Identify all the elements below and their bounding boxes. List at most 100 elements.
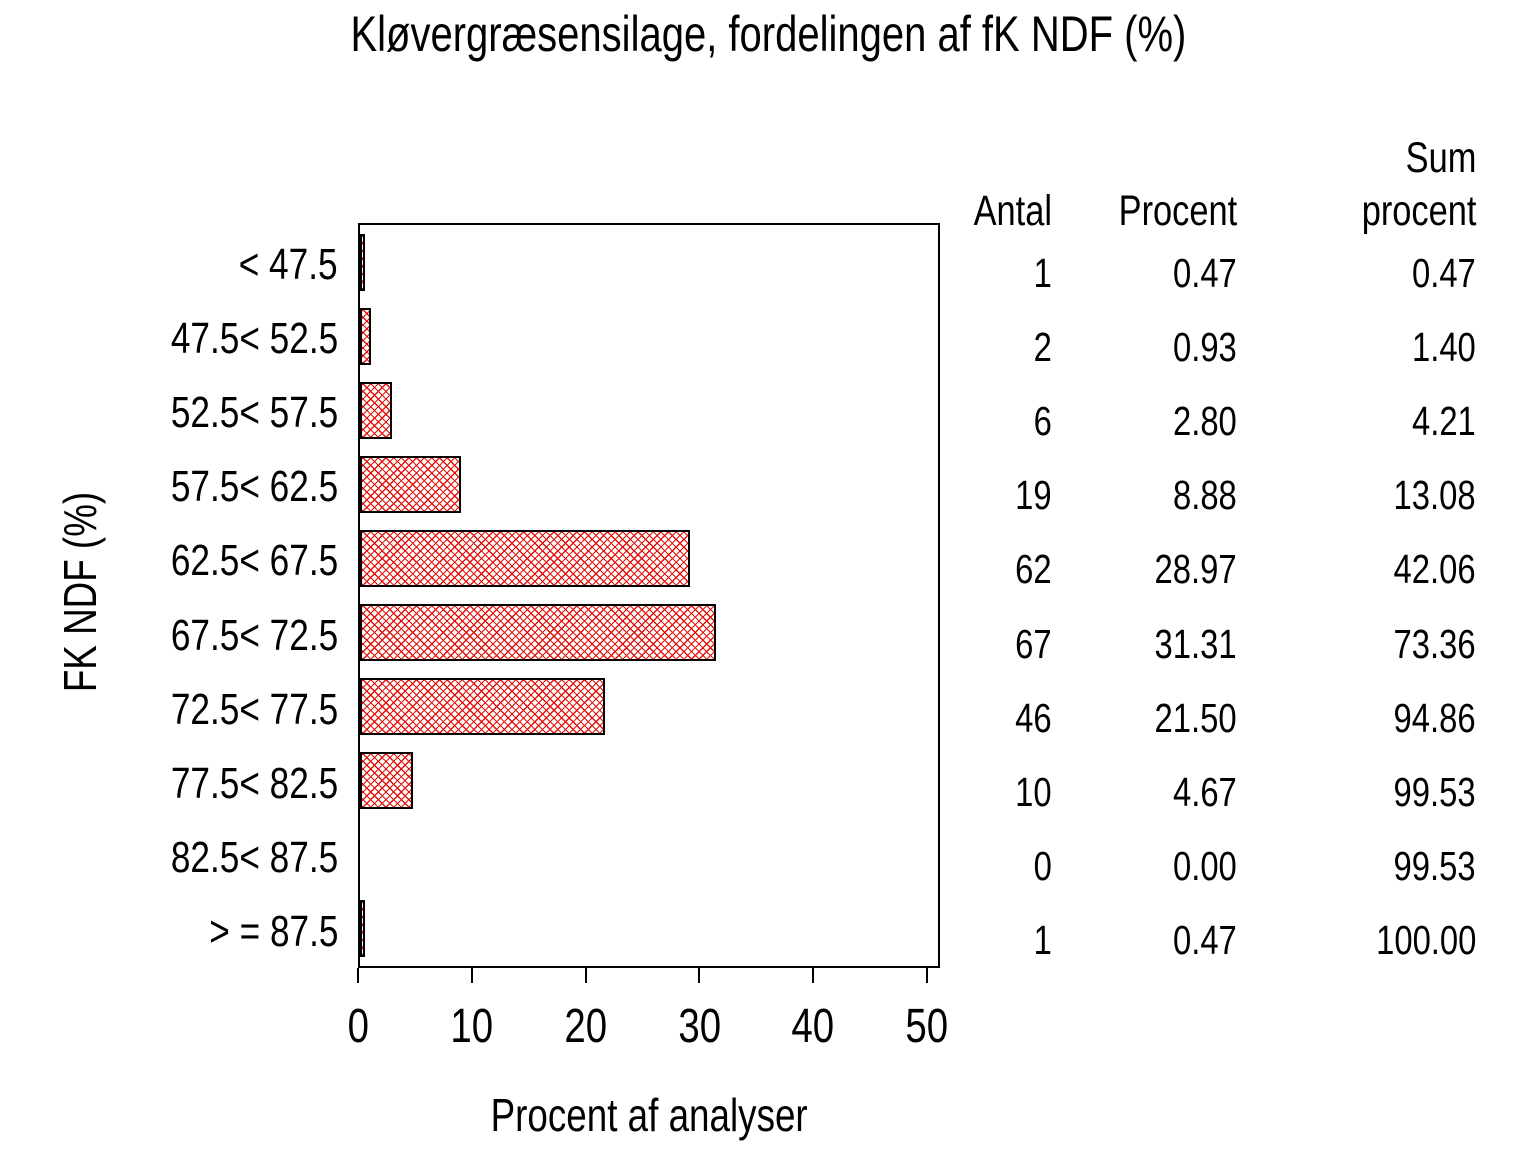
antal-cell-text: 10 (1015, 768, 1052, 815)
procent-cell-text: 0.00 (1173, 842, 1237, 889)
category-label-text: 82.5< 87.5 (170, 832, 338, 882)
category-label-text: 62.5< 67.5 (170, 536, 338, 586)
category-label-3: 57.5< 62.5 (0, 458, 338, 515)
antal-cell: 19 (950, 467, 1052, 524)
procent-cell-text: 21.50 (1154, 694, 1237, 741)
x-tick-mark-0 (357, 968, 359, 983)
header-spacer-1 (950, 132, 1052, 184)
sum-procent-cell-text: 13.08 (1393, 472, 1476, 519)
chart-title: Kløvergræsensilage, fordelingen af fK ND… (0, 6, 1536, 62)
header-sum-line1: Sum (1237, 132, 1476, 184)
procent-cell-text: 28.97 (1154, 546, 1237, 593)
category-label-2: 52.5< 57.5 (0, 384, 338, 441)
table-row-6: 46 21.50 94.86 (950, 690, 1476, 747)
antal-cell-text: 2 (1033, 324, 1052, 371)
procent-cell: 31.31 (1052, 616, 1237, 673)
bar-< 47.5 (360, 233, 366, 291)
sum-procent-cell-text: 99.53 (1393, 768, 1476, 815)
antal-cell-text: 19 (1015, 472, 1052, 519)
x-tick-label-50: 50 (867, 999, 987, 1055)
x-tick-mark-50 (926, 968, 928, 983)
antal-cell-text: 46 (1015, 694, 1052, 741)
chart-title-text: Kløvergræsensilage, fordelingen af fK ND… (350, 6, 1186, 62)
antal-cell: 1 (950, 912, 1052, 969)
category-label-text: 52.5< 57.5 (170, 388, 338, 438)
antal-cell: 67 (950, 616, 1052, 673)
bar-47.5< 52.5 (360, 307, 371, 365)
x-tick-mark-10 (470, 968, 473, 983)
table-row-8: 0 0.00 99.53 (950, 838, 1476, 895)
antal-cell-text: 6 (1033, 398, 1052, 445)
x-tick-label-text: 20 (564, 1000, 607, 1053)
procent-cell: 8.88 (1052, 467, 1237, 524)
procent-cell-text: 2.80 (1173, 398, 1237, 445)
antal-cell: 6 (950, 393, 1052, 450)
antal-cell: 62 (950, 541, 1052, 598)
x-tick-label-10: 10 (412, 999, 532, 1055)
category-label-text: 57.5< 62.5 (170, 462, 338, 512)
category-label-text: 72.5< 77.5 (170, 684, 338, 734)
sum-procent-cell-text: 42.06 (1393, 546, 1476, 593)
sum-procent-cell: 1.40 (1237, 319, 1476, 376)
procent-cell: 4.67 (1052, 764, 1237, 821)
category-label-text: < 47.5 (239, 240, 338, 289)
category-label-text: > = 87.5 (208, 906, 338, 956)
table-header-line1: Sum (950, 132, 1476, 184)
x-tick-label-text: 40 (791, 1000, 835, 1053)
antal-cell-text: 0 (1033, 842, 1052, 889)
category-label-text: 47.5< 52.5 (170, 314, 338, 364)
header-antal-text: Antal (973, 187, 1052, 235)
sum-procent-cell: 0.47 (1237, 245, 1476, 302)
plot-area (358, 223, 940, 968)
antal-cell: 0 (950, 838, 1052, 895)
header-procent-text: Procent (1118, 187, 1237, 235)
procent-cell: 2.80 (1052, 393, 1237, 450)
bar-72.5< 77.5 (360, 678, 605, 736)
antal-cell: 2 (950, 319, 1052, 376)
category-label-8: 82.5< 87.5 (0, 829, 338, 886)
x-tick-label-0: 0 (298, 999, 418, 1055)
header-spacer-2 (1052, 132, 1237, 184)
sum-procent-cell-text: 99.53 (1393, 842, 1476, 889)
category-label-0: < 47.5 (0, 236, 338, 293)
x-tick-label-30: 30 (639, 999, 759, 1055)
bar-62.5< 67.5 (360, 529, 690, 587)
antal-cell: 46 (950, 690, 1052, 747)
sum-procent-cell: 100.00 (1237, 912, 1476, 969)
procent-cell: 0.93 (1052, 319, 1237, 376)
table-row-9: 1 0.47 100.00 (950, 912, 1476, 969)
sum-procent-cell: 42.06 (1237, 541, 1476, 598)
bar-77.5< 82.5 (360, 752, 414, 810)
table-row-3: 19 8.88 13.08 (950, 467, 1476, 524)
x-tick-label-20: 20 (526, 999, 646, 1055)
sum-procent-cell-text: 1.40 (1412, 324, 1476, 371)
sum-procent-cell-text: 4.21 (1412, 398, 1476, 445)
x-tick-label-text: 30 (678, 1000, 721, 1053)
category-label-text: 67.5< 72.5 (170, 610, 338, 660)
header-sum-line1-text: Sum (1405, 134, 1476, 182)
x-tick-mark-30 (698, 968, 701, 983)
procent-cell: 0.00 (1052, 838, 1237, 895)
x-tick-label-text: 10 (450, 1000, 494, 1053)
sum-procent-cell: 13.08 (1237, 467, 1476, 524)
antal-cell: 1 (950, 245, 1052, 302)
antal-cell-text: 1 (1033, 250, 1052, 296)
sum-procent-cell-text: 73.36 (1393, 620, 1476, 667)
antal-cell-text: 62 (1015, 546, 1052, 593)
procent-cell-text: 4.67 (1173, 768, 1237, 815)
x-axis-label-text: Procent af analyser (490, 1089, 808, 1141)
table-row-1: 2 0.93 1.40 (950, 319, 1476, 376)
procent-cell-text: 0.93 (1173, 324, 1237, 371)
procent-cell: 21.50 (1052, 690, 1237, 747)
category-label-1: 47.5< 52.5 (0, 310, 338, 367)
procent-cell-text: 0.47 (1173, 250, 1237, 296)
category-label-6: 72.5< 77.5 (0, 681, 338, 738)
x-tick-label-text: 0 (347, 1000, 369, 1053)
x-axis-label: Procent af analyser (358, 1087, 940, 1143)
table-row-5: 67 31.31 73.36 (950, 616, 1476, 673)
category-label-9: > = 87.5 (0, 903, 338, 960)
procent-cell: 0.47 (1052, 245, 1237, 302)
sum-procent-cell: 73.36 (1237, 616, 1476, 673)
header-antal: Antal (950, 185, 1052, 237)
category-label-text: 77.5< 82.5 (170, 758, 338, 808)
